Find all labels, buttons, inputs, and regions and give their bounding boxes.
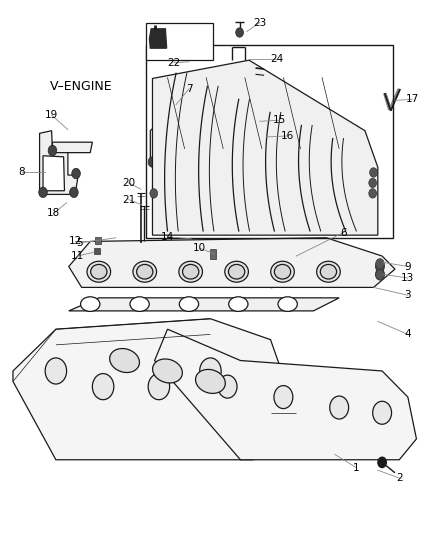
Ellipse shape bbox=[130, 297, 149, 311]
Text: 12: 12 bbox=[69, 237, 82, 246]
Circle shape bbox=[92, 374, 114, 400]
Circle shape bbox=[373, 401, 392, 424]
Circle shape bbox=[376, 259, 384, 269]
Text: 2: 2 bbox=[396, 473, 403, 483]
Ellipse shape bbox=[81, 297, 100, 311]
Ellipse shape bbox=[271, 261, 294, 282]
Circle shape bbox=[48, 146, 57, 156]
Ellipse shape bbox=[278, 297, 297, 311]
Circle shape bbox=[376, 269, 384, 280]
Ellipse shape bbox=[274, 264, 291, 279]
Text: 10: 10 bbox=[193, 243, 206, 253]
Text: 13: 13 bbox=[401, 273, 414, 283]
Text: 1: 1 bbox=[353, 463, 360, 473]
Polygon shape bbox=[152, 60, 378, 235]
Ellipse shape bbox=[110, 349, 139, 373]
Text: V–ENGINE: V–ENGINE bbox=[49, 80, 112, 93]
Text: 8: 8 bbox=[18, 167, 25, 177]
Text: 7: 7 bbox=[186, 84, 192, 94]
Ellipse shape bbox=[137, 264, 153, 279]
Ellipse shape bbox=[229, 297, 248, 311]
Text: 21: 21 bbox=[122, 195, 135, 205]
Polygon shape bbox=[69, 298, 339, 311]
Bar bbox=[146, 23, 212, 60]
Polygon shape bbox=[155, 329, 417, 460]
Circle shape bbox=[236, 28, 244, 37]
Circle shape bbox=[369, 189, 377, 198]
Ellipse shape bbox=[183, 264, 199, 279]
Circle shape bbox=[72, 168, 80, 179]
Ellipse shape bbox=[179, 297, 198, 311]
Circle shape bbox=[378, 457, 386, 467]
Text: 4: 4 bbox=[405, 329, 411, 340]
Circle shape bbox=[274, 385, 293, 409]
Circle shape bbox=[148, 374, 170, 400]
Bar bbox=[146, 45, 393, 238]
Text: 14: 14 bbox=[161, 232, 174, 242]
Circle shape bbox=[183, 138, 191, 148]
Ellipse shape bbox=[91, 264, 107, 279]
Text: 15: 15 bbox=[272, 115, 286, 125]
Circle shape bbox=[376, 261, 384, 272]
Circle shape bbox=[45, 358, 67, 384]
Polygon shape bbox=[149, 29, 166, 48]
Circle shape bbox=[180, 157, 188, 167]
Ellipse shape bbox=[317, 261, 340, 282]
Polygon shape bbox=[39, 131, 78, 195]
Circle shape bbox=[148, 157, 157, 167]
Circle shape bbox=[200, 358, 221, 384]
Circle shape bbox=[369, 178, 377, 188]
Text: 9: 9 bbox=[405, 262, 411, 271]
Circle shape bbox=[370, 168, 378, 177]
Bar bbox=[210, 249, 215, 259]
Ellipse shape bbox=[87, 261, 111, 282]
Text: 24: 24 bbox=[270, 54, 283, 63]
Text: 20: 20 bbox=[122, 178, 135, 188]
Polygon shape bbox=[13, 319, 296, 460]
Text: 3: 3 bbox=[405, 290, 411, 300]
Polygon shape bbox=[53, 142, 92, 152]
Text: 16: 16 bbox=[281, 131, 294, 141]
Circle shape bbox=[39, 187, 47, 198]
Text: 5: 5 bbox=[76, 238, 83, 248]
Text: 18: 18 bbox=[47, 208, 60, 218]
Polygon shape bbox=[69, 238, 395, 287]
Text: 23: 23 bbox=[253, 18, 266, 28]
Circle shape bbox=[70, 187, 78, 198]
Circle shape bbox=[150, 189, 158, 198]
Text: 22: 22 bbox=[167, 58, 180, 68]
Text: 17: 17 bbox=[406, 94, 419, 104]
Ellipse shape bbox=[229, 264, 245, 279]
Circle shape bbox=[376, 270, 384, 280]
Ellipse shape bbox=[320, 264, 337, 279]
Ellipse shape bbox=[195, 369, 225, 393]
Ellipse shape bbox=[179, 261, 202, 282]
Circle shape bbox=[218, 375, 237, 398]
Polygon shape bbox=[150, 99, 189, 165]
Text: 19: 19 bbox=[45, 110, 58, 120]
Polygon shape bbox=[158, 132, 180, 157]
Ellipse shape bbox=[225, 261, 248, 282]
Text: 11: 11 bbox=[71, 251, 84, 261]
Bar bbox=[94, 248, 100, 254]
Bar bbox=[95, 237, 101, 244]
Circle shape bbox=[330, 396, 349, 419]
Text: 6: 6 bbox=[340, 228, 347, 238]
Ellipse shape bbox=[133, 261, 156, 282]
Ellipse shape bbox=[152, 359, 182, 383]
Circle shape bbox=[157, 116, 165, 126]
Polygon shape bbox=[43, 156, 64, 191]
